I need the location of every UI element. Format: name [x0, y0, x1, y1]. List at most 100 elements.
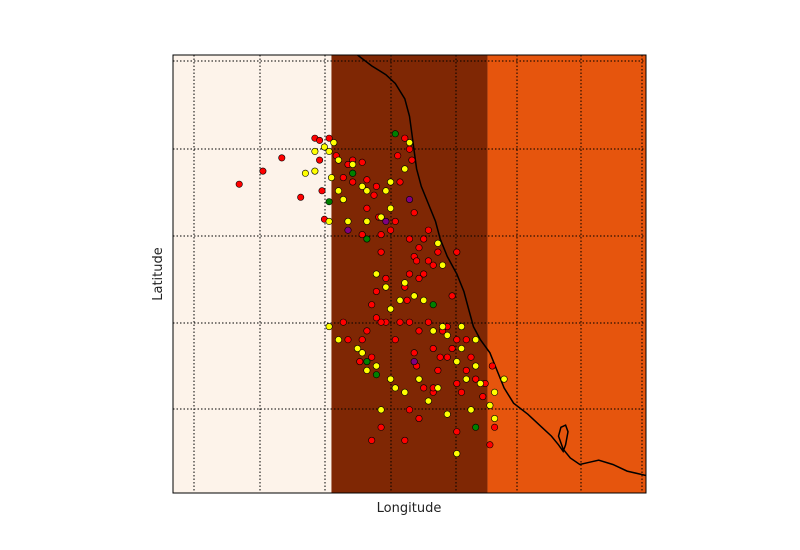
- data-point-s2-52: [467, 406, 475, 414]
- data-point-s1-54: [457, 388, 465, 396]
- data-point-s2-44: [377, 406, 385, 414]
- data-point-s1-53: [453, 336, 461, 344]
- data-point-s2-34: [472, 336, 480, 344]
- data-point-s2-25: [434, 239, 442, 247]
- data-point-s1-32: [429, 261, 437, 269]
- data-point-s1-58: [472, 375, 480, 383]
- data-point-s1-21: [387, 226, 395, 234]
- data-point-s1-73: [372, 182, 380, 190]
- data-point-s1-31: [424, 226, 432, 234]
- data-point-s1-27: [408, 156, 416, 164]
- data-point-s1-19: [377, 248, 385, 256]
- data-point-s3-1: [325, 198, 333, 206]
- data-point-s2-56: [500, 375, 508, 383]
- background-band-1: [173, 55, 332, 493]
- x-axis-label: Longitude: [377, 501, 442, 516]
- data-point-s1-56: [453, 379, 461, 387]
- data-point-s1-22: [391, 217, 399, 225]
- data-point-s4-4: [405, 196, 413, 204]
- data-point-s1-15: [358, 158, 366, 166]
- data-point-s2-3: [325, 147, 333, 155]
- data-point-s2-17: [344, 217, 352, 225]
- background-band-3: [487, 55, 646, 493]
- data-point-s1-2: [259, 167, 267, 175]
- data-point-s2-35: [457, 323, 465, 331]
- data-point-s2-46: [434, 384, 442, 392]
- data-point-s2-27: [429, 327, 437, 335]
- data-point-s1-65: [405, 270, 413, 278]
- data-point-s2-61: [330, 139, 338, 147]
- data-point-s2-2: [320, 143, 328, 151]
- data-point-s2-21: [396, 296, 404, 304]
- data-point-s1-83: [462, 366, 470, 374]
- data-point-s2-1: [311, 147, 319, 155]
- data-point-s2-24: [420, 296, 428, 304]
- data-point-s1-95: [436, 353, 444, 361]
- data-point-s2-20: [387, 305, 395, 313]
- data-point-s2-32: [472, 362, 480, 370]
- data-point-s1-39: [377, 318, 385, 326]
- data-point-s1-77: [405, 406, 413, 414]
- data-point-s2-62: [387, 204, 395, 212]
- data-point-s1-91: [368, 301, 376, 309]
- data-point-s2-42: [387, 375, 395, 383]
- data-point-s1-52: [448, 344, 456, 352]
- data-point-s2-28: [439, 323, 447, 331]
- data-point-s1-10: [325, 134, 333, 142]
- data-point-s1-25: [401, 134, 409, 142]
- data-point-s1-68: [413, 257, 421, 265]
- data-point-s2-11: [363, 187, 371, 195]
- data-point-s2-51: [462, 375, 470, 383]
- data-point-s2-22: [401, 279, 409, 287]
- data-point-s1-75: [358, 231, 366, 239]
- data-point-s2-40: [363, 366, 371, 374]
- data-point-s2-7: [334, 187, 342, 195]
- data-point-s1-88: [448, 292, 456, 300]
- data-point-s1-62: [420, 384, 428, 392]
- data-point-s1-94: [344, 336, 352, 344]
- data-point-s1-16: [363, 176, 371, 184]
- data-point-s1-87: [453, 428, 461, 436]
- data-point-s1-90: [372, 287, 380, 295]
- data-point-s2-58: [377, 213, 385, 221]
- data-point-s3-7: [372, 371, 380, 379]
- data-point-s1-46: [424, 318, 432, 326]
- data-point-s1-55: [462, 336, 470, 344]
- data-point-s2-38: [353, 344, 361, 352]
- data-point-s2-14: [401, 165, 409, 173]
- data-point-s1-37: [356, 358, 364, 366]
- data-point-s1-84: [488, 362, 496, 370]
- data-point-s2-49: [415, 375, 423, 383]
- data-point-s1-93: [339, 318, 347, 326]
- data-point-s1-69: [415, 274, 423, 282]
- data-point-s2-60: [334, 156, 342, 164]
- data-point-s1-78: [415, 414, 423, 422]
- data-point-s1-41: [396, 318, 404, 326]
- data-point-s2-9: [349, 161, 357, 169]
- data-point-s1-20: [382, 274, 390, 282]
- data-point-s1-80: [368, 436, 376, 444]
- data-point-s2-10: [358, 182, 366, 190]
- data-point-s3-3: [363, 235, 371, 243]
- grid-lines: [173, 55, 646, 493]
- data-point-s2-23: [410, 292, 418, 300]
- data-point-s1-17: [370, 191, 378, 199]
- data-point-s1-89: [453, 248, 461, 256]
- data-point-s1-81: [377, 423, 385, 431]
- data-point-s2-53: [486, 401, 494, 409]
- data-point-s1-47: [429, 344, 437, 352]
- data-point-s3-2: [349, 169, 357, 177]
- data-points: [235, 130, 508, 458]
- data-point-s4-2: [382, 217, 390, 225]
- data-point-s4-3: [410, 358, 418, 366]
- data-point-s1-42: [405, 318, 413, 326]
- data-point-s2-54: [491, 388, 499, 396]
- data-point-s1-8: [318, 187, 326, 195]
- data-point-s2-31: [457, 344, 465, 352]
- data-point-s1-26: [405, 145, 413, 153]
- data-point-s2-47: [443, 410, 451, 418]
- data-point-s2-37: [334, 336, 342, 344]
- data-point-s2-30: [453, 358, 461, 366]
- coastline: [357, 55, 646, 477]
